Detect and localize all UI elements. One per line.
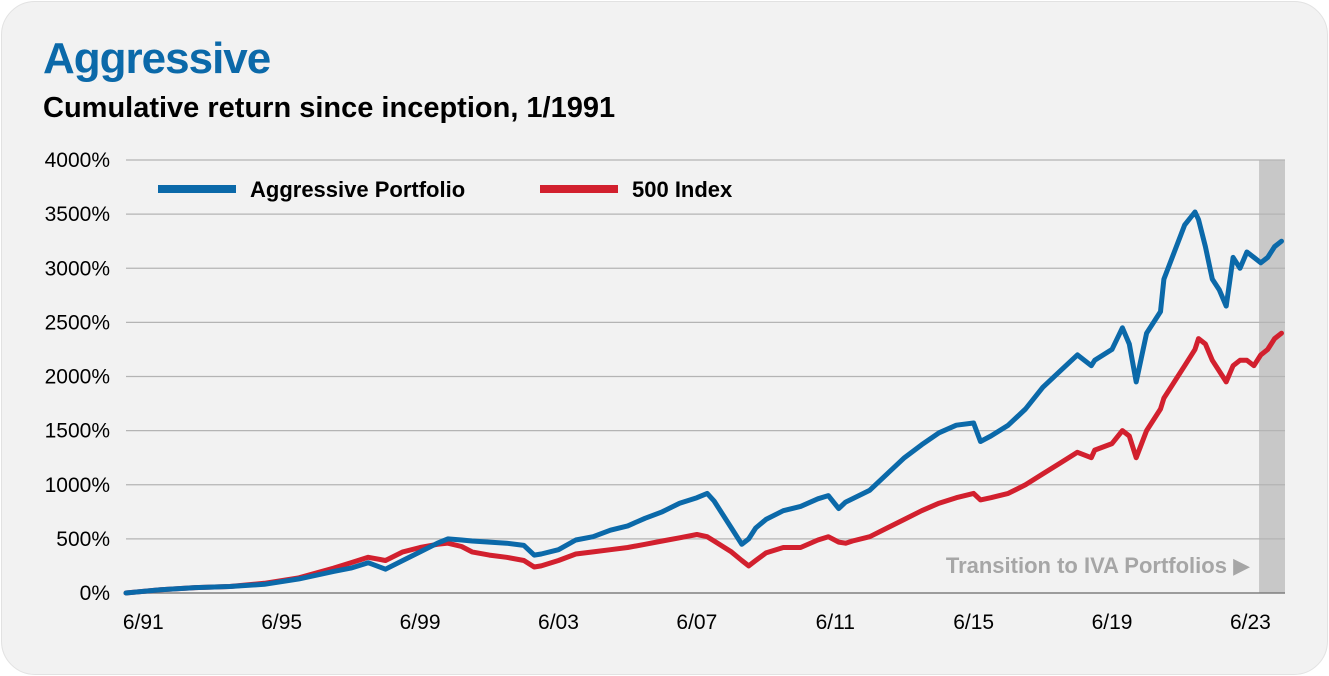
500-index-line (123, 330, 1284, 596)
x-tick-label: 6/91 (123, 611, 164, 634)
y-tick-label: 4000% (45, 149, 110, 172)
y-tick-label: 500% (56, 528, 110, 551)
x-tick-label: 6/19 (1092, 611, 1133, 634)
y-tick-label: 2500% (45, 311, 110, 334)
y-tick-label: 1000% (45, 474, 110, 497)
transition-annotation: Transition to IVA Portfolios ▶ (946, 553, 1250, 578)
x-tick-label: 6/99 (400, 611, 441, 634)
x-tick-label: 6/15 (953, 611, 994, 634)
x-tick-label: 6/23 (1230, 611, 1271, 634)
y-tick-label: 3000% (45, 257, 110, 280)
legend-label-aggressive-portfolio: Aggressive Portfolio (250, 177, 465, 202)
x-tick-label: 6/95 (261, 611, 302, 634)
y-tick-label: 3500% (45, 203, 110, 226)
x-tick-label: 6/03 (538, 611, 579, 634)
aggressive-portfolio-line (123, 209, 1284, 596)
x-tick-label: 6/07 (676, 611, 717, 634)
y-tick-label: 2000% (45, 366, 110, 389)
y-tick-label: 1500% (45, 420, 110, 443)
legend-label-500-index: 500 Index (632, 177, 733, 202)
chart-subtitle: Cumulative return since inception, 1/199… (43, 92, 616, 124)
chart-title: Aggressive (43, 34, 271, 83)
y-tick-label: 0% (80, 582, 110, 605)
x-tick-label: 6/11 (816, 611, 855, 634)
